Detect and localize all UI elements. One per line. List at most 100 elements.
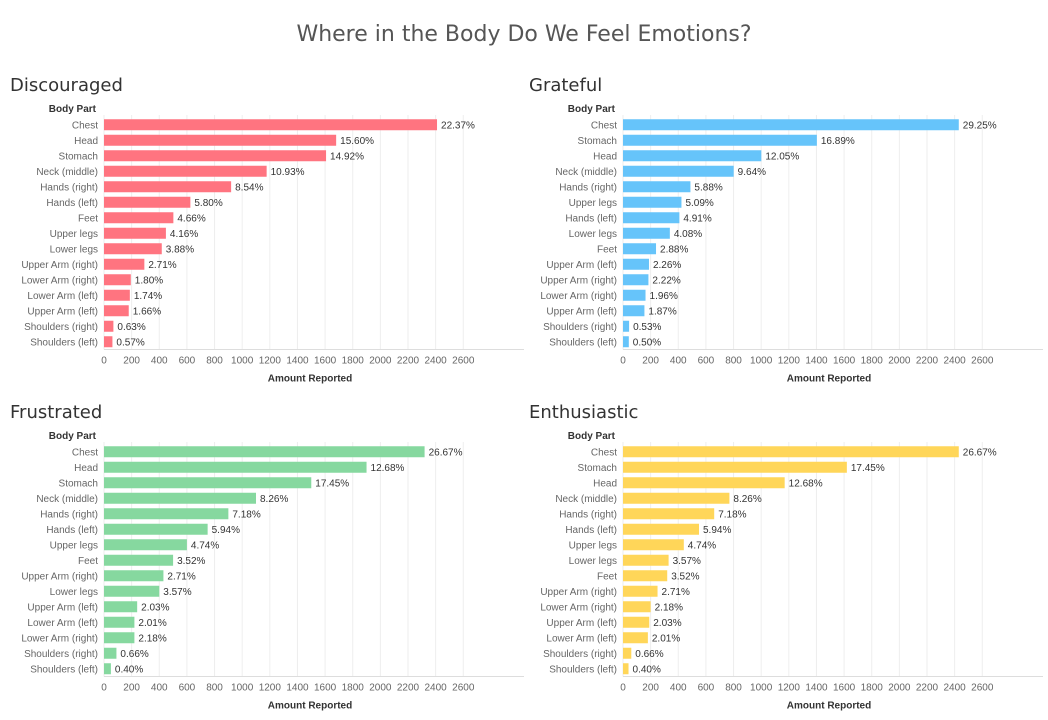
x-tick-label: 2200 <box>916 683 939 694</box>
x-tick-label: 800 <box>725 683 742 694</box>
x-tick-label: 600 <box>698 356 715 367</box>
bar[interactable] <box>623 336 629 348</box>
bar[interactable] <box>623 632 648 644</box>
bar[interactable] <box>623 119 959 131</box>
category-label: Upper Arm (left) <box>27 602 98 613</box>
bar[interactable] <box>104 585 160 597</box>
bar[interactable] <box>104 119 438 131</box>
x-tick-label: 2200 <box>916 356 939 367</box>
bar[interactable] <box>104 289 130 301</box>
bar[interactable] <box>104 663 111 675</box>
bar[interactable] <box>104 477 312 489</box>
bar[interactable] <box>104 616 135 628</box>
bar[interactable] <box>104 320 114 332</box>
bar[interactable] <box>623 134 817 146</box>
bar[interactable] <box>104 336 113 348</box>
bar[interactable] <box>623 289 646 301</box>
category-label: Upper legs <box>50 540 98 551</box>
bar[interactable] <box>104 134 337 146</box>
chart-panel-frustrated: Frustrated Body Part Chest 26.67% Head 12.68… <box>10 402 530 714</box>
category-label: Hands (right) <box>40 509 98 520</box>
x-tick-label: 0 <box>101 356 107 367</box>
bar[interactable] <box>623 461 847 473</box>
bar[interactable] <box>623 274 649 286</box>
bar[interactable] <box>623 523 699 535</box>
bar[interactable] <box>104 196 191 208</box>
bar[interactable] <box>623 305 645 317</box>
category-label: Stomach <box>578 136 617 147</box>
category-label: Hands (right) <box>40 182 98 193</box>
bar[interactable] <box>104 305 129 317</box>
x-tick-label: 2200 <box>397 683 420 694</box>
bar[interactable] <box>623 227 670 239</box>
bar[interactable] <box>623 446 959 458</box>
bar[interactable] <box>104 539 187 551</box>
bar[interactable] <box>623 663 629 675</box>
bar[interactable] <box>104 523 208 535</box>
category-label: Upper Arm (right) <box>21 260 98 271</box>
bar[interactable] <box>623 616 650 628</box>
bar[interactable] <box>623 492 730 504</box>
data-label: 4.74% <box>688 540 716 551</box>
category-label: Head <box>593 151 617 162</box>
x-tick-label: 0 <box>101 683 107 694</box>
bar[interactable] <box>623 554 669 566</box>
bar[interactable] <box>104 601 138 613</box>
data-label: 1.96% <box>650 291 678 302</box>
bar[interactable] <box>104 554 174 566</box>
category-label: Lower Arm (left) <box>27 291 98 302</box>
chart-panel-enthusiastic: Enthusiastic Body Part Chest 26.67% Stomach… <box>529 402 1048 714</box>
data-label: 9.64% <box>738 167 766 178</box>
bar[interactable] <box>104 492 256 504</box>
category-label: Neck (middle) <box>555 494 617 505</box>
bar[interactable] <box>104 227 166 239</box>
bar[interactable] <box>623 243 657 255</box>
bar[interactable] <box>104 181 232 193</box>
bar[interactable] <box>623 181 691 193</box>
data-label: 17.45% <box>851 463 885 474</box>
bar[interactable] <box>623 196 682 208</box>
data-label: 0.63% <box>117 322 145 333</box>
category-label: Chest <box>72 447 98 458</box>
bar[interactable] <box>104 446 425 458</box>
bar[interactable] <box>104 165 267 177</box>
bar[interactable] <box>623 585 658 597</box>
bar[interactable] <box>623 320 630 332</box>
bar[interactable] <box>623 570 668 582</box>
bar[interactable] <box>623 477 785 489</box>
bar[interactable] <box>104 212 174 224</box>
bar[interactable] <box>623 212 680 224</box>
category-label: Neck (middle) <box>555 167 617 178</box>
bar-chart: Body Part Chest 22.37% Head 15.60% Stomach 14.… <box>21 104 524 385</box>
bar[interactable] <box>104 274 131 286</box>
bar[interactable] <box>104 647 117 659</box>
x-tick-label: 800 <box>725 356 742 367</box>
category-label: Shoulders (left) <box>30 337 98 348</box>
bar[interactable] <box>104 632 135 644</box>
data-label: 17.45% <box>315 478 349 489</box>
x-tick-label: 1600 <box>833 683 856 694</box>
category-label: Upper Arm (left) <box>546 260 617 271</box>
bar[interactable] <box>104 461 367 473</box>
bar[interactable] <box>104 508 229 520</box>
category-label: Hands (left) <box>46 198 98 209</box>
bar[interactable] <box>623 508 715 520</box>
x-tick-label: 2400 <box>425 356 448 367</box>
bar[interactable] <box>623 539 684 551</box>
bar[interactable] <box>104 258 145 270</box>
category-label: Hands (right) <box>559 182 617 193</box>
data-label: 26.67% <box>963 447 997 458</box>
category-label: Upper Arm (right) <box>540 275 617 286</box>
bar[interactable] <box>623 150 762 162</box>
bar[interactable] <box>104 570 164 582</box>
bar[interactable] <box>623 647 632 659</box>
bar[interactable] <box>104 243 162 255</box>
x-tick-label: 2000 <box>369 683 392 694</box>
bar[interactable] <box>104 150 327 162</box>
bar[interactable] <box>623 165 734 177</box>
data-label: 4.91% <box>683 213 711 224</box>
bar[interactable] <box>623 601 651 613</box>
data-label: 15.60% <box>340 136 374 147</box>
x-tick-label: 400 <box>670 356 687 367</box>
bar[interactable] <box>623 258 649 270</box>
